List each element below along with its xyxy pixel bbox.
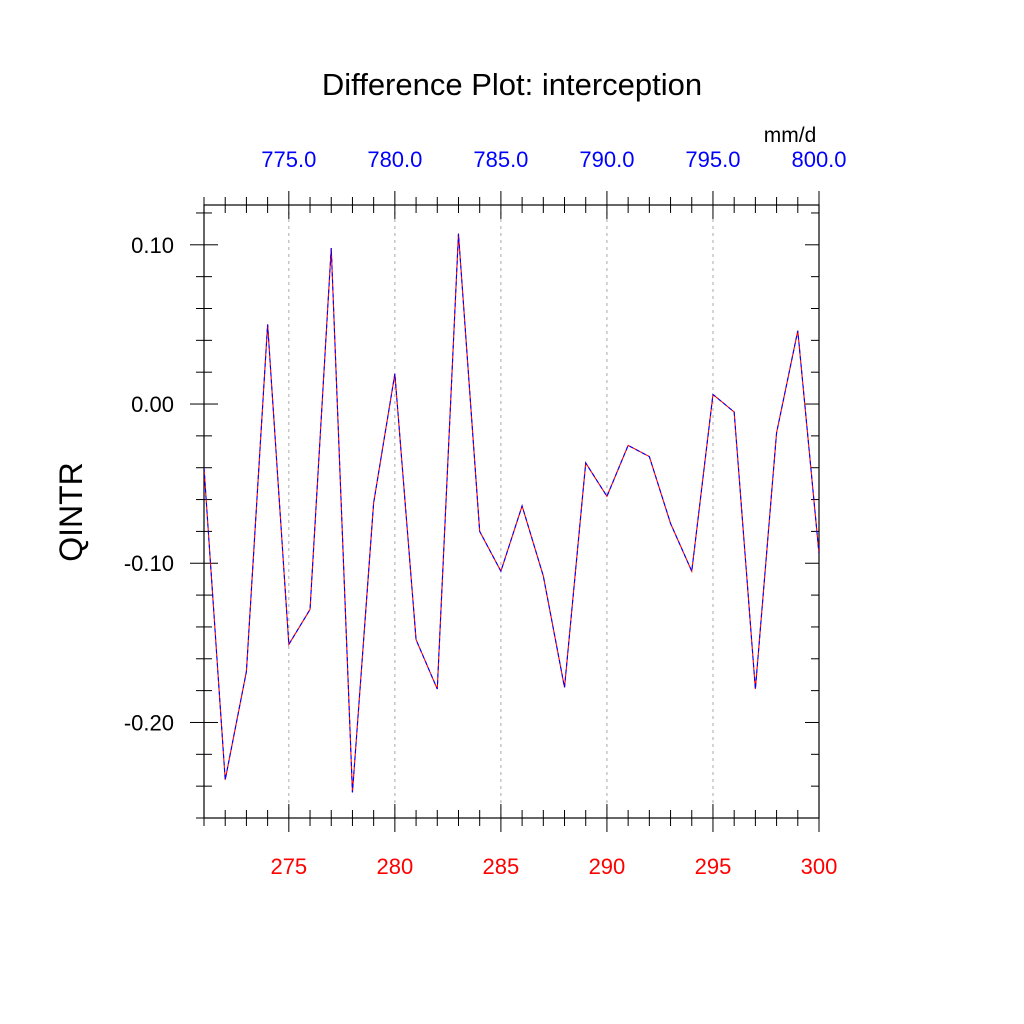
series-line-blue: [204, 233, 819, 793]
x-bottom-tick-label: 275: [270, 854, 307, 879]
plot-frame: [203, 204, 820, 819]
y-tick-label: -0.20: [124, 710, 174, 735]
series-line-red: [204, 233, 819, 793]
x-top-tick-label: 775.0: [261, 147, 316, 172]
series-lines: [204, 233, 819, 793]
units-label: mm/d: [764, 124, 817, 147]
y-tick-label: 0.10: [131, 233, 174, 258]
x-bottom-tick-label: 285: [483, 854, 520, 879]
x-bottom-tick-label: 290: [589, 854, 626, 879]
x-top-tick-label: 800.0: [791, 147, 846, 172]
x-bottom-tick-label: 295: [695, 854, 732, 879]
x-top-tick-label: 780.0: [367, 147, 422, 172]
y-tick-label: -0.10: [124, 551, 174, 576]
gridlines: [288, 205, 714, 818]
x-top-tick-label: 785.0: [473, 147, 528, 172]
x-top-tick-label: 795.0: [685, 147, 740, 172]
tick-labels: 0.10 0.00 -0.10 -0.20 275 280 285 290 295 300 775.…: [124, 147, 847, 879]
x-top-tick-label: 790.0: [579, 147, 634, 172]
axis-ticks: [190, 191, 820, 832]
chart-title: Difference Plot: interception: [322, 67, 702, 102]
x-bottom-tick-label: 280: [377, 854, 414, 879]
y-tick-label: 0.00: [131, 392, 174, 417]
x-bottom-tick-label: 300: [801, 854, 838, 879]
y-axis-label: QINTR: [53, 462, 89, 562]
